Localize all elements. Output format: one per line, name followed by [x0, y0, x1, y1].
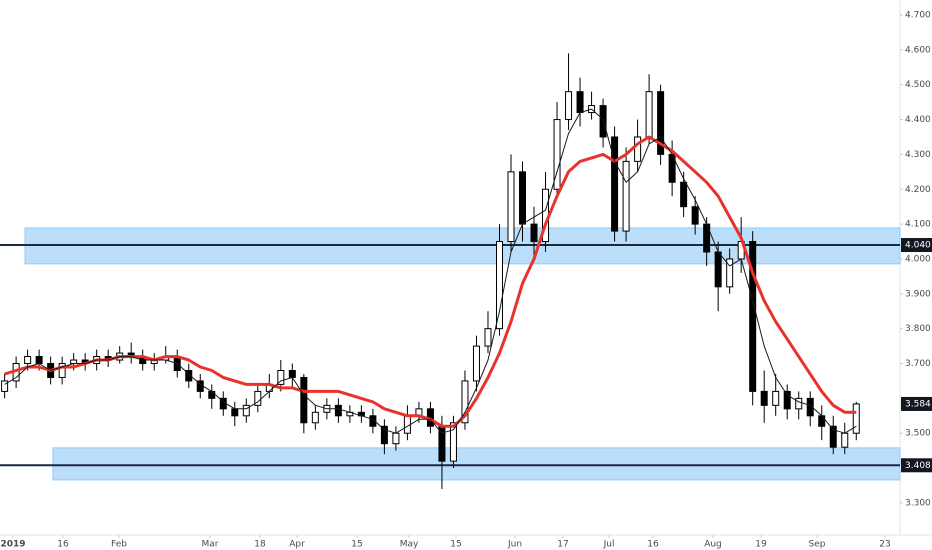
x-tick-label: Sep [809, 540, 826, 550]
candle-body [507, 171, 515, 243]
candle-body [277, 369, 285, 385]
price-badge [901, 458, 932, 473]
x-tick-label: Feb [111, 540, 127, 550]
candle-body [254, 390, 262, 406]
candle-body [553, 119, 561, 190]
candle-body [772, 390, 780, 406]
candle-body [208, 390, 216, 399]
candle-body [300, 376, 308, 424]
y-tick-label: 4.600 [905, 45, 931, 55]
candle-body [599, 105, 607, 138]
price-badge-label: 4.040 [905, 241, 931, 251]
candle-body [680, 181, 688, 208]
x-tick-label: 16 [647, 540, 659, 550]
candle-body [726, 258, 734, 288]
price-badge-label: 3.584 [905, 399, 931, 409]
x-tick-label: 15 [450, 540, 461, 550]
y-tick-label: 4.500 [905, 80, 931, 90]
x-tick-label: Aug [704, 540, 722, 550]
candle-body [829, 425, 837, 448]
price-badge-label: 3.408 [905, 461, 931, 471]
candle-body [565, 91, 573, 121]
candle-body [449, 422, 457, 462]
moving-average [4, 108, 857, 434]
candle-body [657, 91, 665, 155]
candle-body [841, 432, 849, 448]
candle-body [35, 356, 43, 365]
level-band [52, 447, 901, 481]
candle-body [806, 397, 814, 417]
candle-body [242, 404, 250, 417]
x-tick-label: 16 [57, 540, 69, 550]
candle-body [634, 136, 642, 162]
candle-body [185, 369, 193, 382]
x-tick-label: 15 [351, 540, 362, 550]
candle-body [1, 380, 9, 392]
candle-body [288, 369, 296, 378]
candle-body [749, 241, 757, 392]
candle-body [611, 136, 619, 232]
candle-body [334, 404, 342, 417]
candle-body [783, 390, 791, 410]
candle-body [795, 397, 803, 410]
x-tick-label: 2019 [0, 540, 25, 550]
candle-body [472, 345, 480, 382]
candle-body [484, 328, 492, 347]
candle-body [576, 91, 584, 114]
candle-body [530, 223, 538, 243]
candle-body [495, 241, 503, 330]
x-tick-label: 17 [557, 540, 568, 550]
candle-body [691, 206, 699, 225]
candle-body [818, 415, 826, 427]
y-tick-label: 3.800 [905, 324, 931, 334]
y-tick-label: 4.100 [905, 220, 931, 230]
candle-body [380, 425, 388, 445]
candle-body [231, 408, 239, 417]
x-tick-label: 23 [879, 540, 890, 550]
candle-body [461, 380, 469, 424]
y-tick-label: 3.300 [905, 498, 931, 508]
x-tick-label: May [400, 540, 419, 550]
x-tick-label: Jul [603, 540, 615, 550]
y-tick-label: 4.400 [905, 115, 931, 125]
x-tick-label: Apr [289, 540, 305, 550]
y-tick-label: 3.500 [905, 429, 931, 439]
x-tick-label: 18 [254, 540, 266, 550]
candle-body [369, 415, 377, 427]
x-tick-label: Jun [507, 540, 522, 550]
price-badge [901, 396, 932, 411]
candle-body [714, 251, 722, 288]
candle-body [392, 432, 400, 445]
y-tick-label: 3.700 [905, 359, 931, 369]
candle-body [70, 359, 78, 365]
candle-body [519, 171, 527, 225]
candle-body [645, 91, 653, 138]
candle-body [760, 390, 768, 406]
y-tick-label: 4.700 [905, 10, 931, 20]
candle-body [24, 356, 32, 365]
x-tick-label: 19 [755, 540, 767, 550]
candle-body [852, 403, 860, 434]
candle-body [58, 363, 66, 378]
price-badge [901, 238, 932, 253]
y-tick-label: 4.000 [905, 254, 931, 264]
y-tick-label: 3.900 [905, 289, 931, 299]
y-tick-label: 4.300 [905, 150, 931, 160]
x-tick-label: Mar [202, 540, 219, 550]
candle-body [311, 411, 319, 424]
y-tick-label: 4.200 [905, 185, 931, 195]
candle-body [622, 160, 630, 232]
